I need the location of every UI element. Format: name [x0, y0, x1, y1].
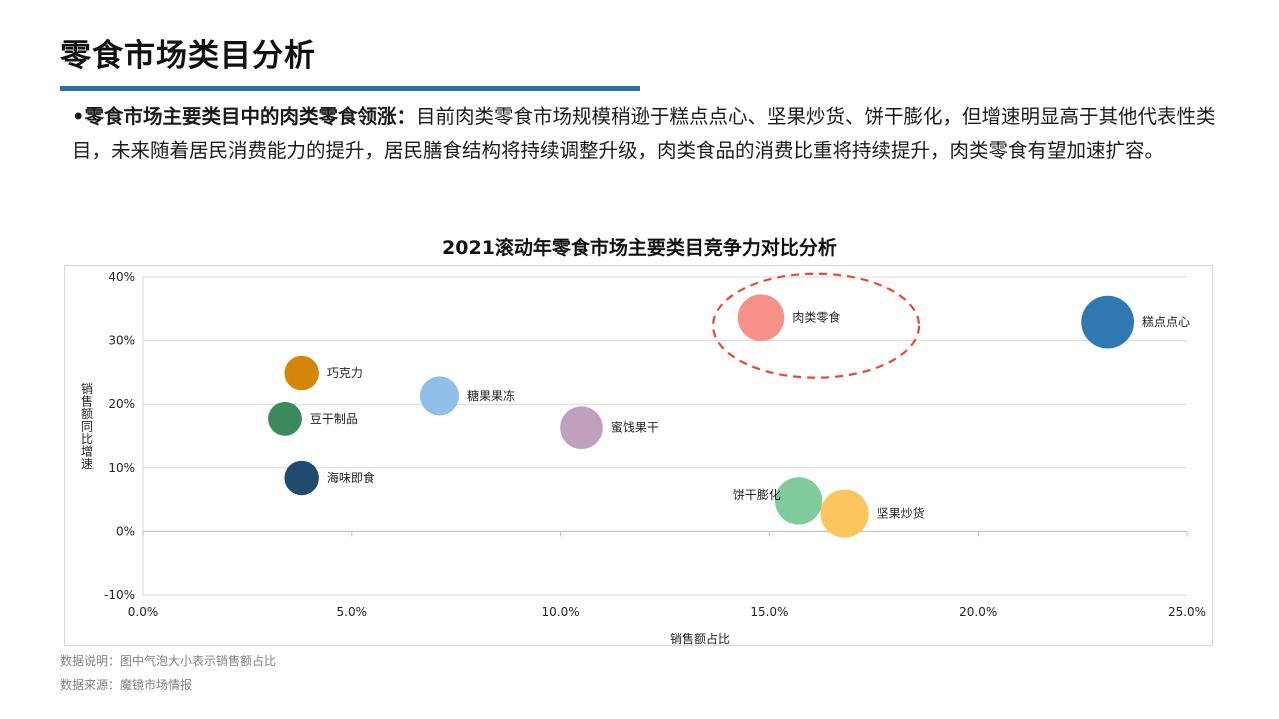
- tick-layer: 40% 30% 20% 10% 0% -10% 0.0% 5.0% 10.0% 15.0% 20.0…: [104, 270, 1206, 619]
- bubble-豆干制品[interactable]: [268, 401, 302, 436]
- chart-title: 2021滚动年零食市场主要类目竞争力对比分析: [442, 237, 837, 259]
- bubble-label-糕点点心: 糕点点心: [1142, 315, 1190, 329]
- y-tick-label: -10%: [104, 588, 135, 602]
- bubble-蜜饯果干[interactable]: [560, 406, 603, 450]
- page-title: 零食市场类目分析: [60, 38, 316, 74]
- summary-body: 目前肉类零食市场规模稍逊于糕点点心、坚果炒货、饼干膨化，但增速明显高于其他代表性…: [72, 105, 1216, 162]
- x-tick-label: 0.0%: [128, 605, 159, 619]
- y-tick-label: 20%: [108, 397, 135, 411]
- bubble-label-饼干膨化: 饼干膨化: [733, 488, 781, 502]
- x-tick-label: 15.0%: [750, 605, 788, 619]
- bubble-糕点点心[interactable]: [1081, 295, 1135, 349]
- bubble-巧克力[interactable]: [284, 355, 319, 391]
- x-tick-label: 25.0%: [1168, 605, 1206, 619]
- data-note: 数据说明：图中气泡大小表示销售额占比: [60, 654, 277, 668]
- x-tick-label: 10.0%: [542, 605, 580, 619]
- summary-lead: •零食市场主要类目中的肉类零食领涨：: [72, 105, 416, 128]
- y-tick-label: 0%: [116, 524, 135, 538]
- bubble-label-肉类零食: 肉类零食: [792, 310, 840, 325]
- bubble-label-豆干制品: 豆干制品: [310, 412, 358, 426]
- bubble-layer: [268, 294, 1135, 538]
- data-source: 数据来源：魔镜市场情报: [60, 678, 193, 692]
- y-axis-title: 销售额同比增速: [81, 382, 93, 471]
- bubble-label-坚果炒货: 坚果炒货: [877, 506, 925, 521]
- x-axis-title: 销售额占比: [670, 631, 730, 646]
- bubble-label-糖果果冻: 糖果果冻: [467, 388, 515, 403]
- highlight-ellipse: [711, 272, 921, 379]
- chart-frame: 40% 30% 20% 10% 0% -10% 0.0% 5.0% 10.0% 15.0% 20.0…: [64, 265, 1213, 646]
- bubble-海味即食[interactable]: [284, 460, 319, 496]
- x-tick-label: 5.0%: [337, 605, 368, 619]
- y-tick-label: 40%: [108, 270, 135, 284]
- bubble-饼干膨化[interactable]: [774, 477, 823, 525]
- bubble-肉类零食[interactable]: [737, 294, 785, 342]
- bubble-坚果炒货[interactable]: [820, 489, 869, 538]
- bubble-糖果果冻[interactable]: [419, 376, 460, 416]
- x-tick-label: 20.0%: [959, 605, 997, 619]
- summary-paragraph: •零食市场主要类目中的肉类零食领涨：目前肉类零食市场规模稍逊于糕点点心、坚果炒货…: [72, 100, 1222, 168]
- grid-layer: [142, 276, 1188, 596]
- y-tick-label: 10%: [108, 461, 135, 475]
- bubble-label-海味即食: 海味即食: [327, 470, 375, 485]
- bubble-label-巧克力: 巧克力: [327, 366, 363, 380]
- title-underline: [60, 86, 640, 91]
- y-tick-label: 30%: [108, 334, 135, 348]
- bubble-label-蜜饯果干: 蜜饯果干: [611, 420, 659, 435]
- bubble-chart: 40% 30% 20% 10% 0% -10% 0.0% 5.0% 10.0% 15.0% 20.0…: [81, 270, 1206, 646]
